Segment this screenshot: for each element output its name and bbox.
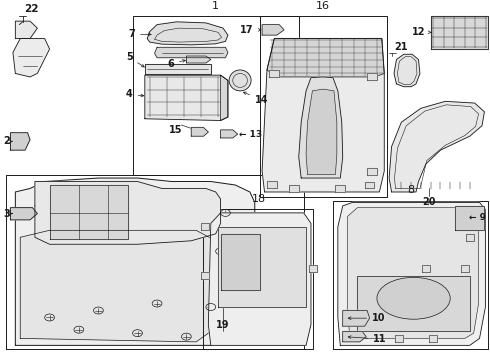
Polygon shape — [20, 230, 218, 342]
Text: 22: 22 — [24, 4, 38, 14]
Polygon shape — [267, 181, 277, 188]
Polygon shape — [220, 75, 228, 121]
Text: 16: 16 — [316, 1, 330, 11]
Polygon shape — [299, 77, 343, 178]
Polygon shape — [343, 332, 366, 342]
Text: ← 9: ← 9 — [469, 212, 487, 221]
Polygon shape — [220, 234, 260, 289]
Text: 17: 17 — [240, 25, 261, 35]
Polygon shape — [262, 39, 384, 192]
Text: 5: 5 — [126, 53, 144, 67]
Polygon shape — [15, 21, 37, 39]
Text: 6: 6 — [168, 59, 185, 69]
Text: ← 13: ← 13 — [239, 130, 262, 139]
Polygon shape — [289, 185, 299, 192]
Polygon shape — [389, 101, 485, 192]
Text: 11: 11 — [348, 334, 387, 344]
Polygon shape — [262, 24, 284, 35]
Polygon shape — [347, 208, 479, 338]
Polygon shape — [201, 272, 209, 279]
Ellipse shape — [229, 70, 251, 91]
Polygon shape — [267, 39, 384, 77]
Text: 20: 20 — [422, 197, 436, 207]
Polygon shape — [343, 310, 369, 326]
Polygon shape — [270, 70, 279, 77]
Text: 18: 18 — [252, 194, 266, 204]
Polygon shape — [429, 335, 437, 342]
Polygon shape — [367, 167, 377, 175]
Polygon shape — [431, 16, 489, 49]
Polygon shape — [13, 39, 49, 77]
Polygon shape — [422, 265, 430, 272]
Polygon shape — [155, 47, 228, 58]
Text: 14: 14 — [244, 92, 268, 105]
Polygon shape — [145, 75, 228, 121]
Polygon shape — [394, 54, 420, 87]
Polygon shape — [395, 335, 403, 342]
Text: 8: 8 — [408, 185, 415, 195]
Polygon shape — [201, 223, 209, 230]
Polygon shape — [310, 265, 318, 272]
Polygon shape — [306, 89, 337, 175]
Polygon shape — [335, 185, 345, 192]
Ellipse shape — [377, 278, 450, 319]
Text: 10: 10 — [348, 313, 386, 323]
Text: 1: 1 — [212, 1, 219, 11]
Polygon shape — [145, 64, 211, 74]
Polygon shape — [49, 185, 128, 239]
Polygon shape — [147, 22, 228, 45]
Polygon shape — [35, 181, 220, 244]
Polygon shape — [208, 213, 311, 345]
Text: 3: 3 — [3, 208, 13, 219]
Text: 2: 2 — [3, 136, 13, 147]
Polygon shape — [461, 265, 469, 272]
Polygon shape — [10, 133, 30, 150]
Polygon shape — [365, 181, 374, 189]
Polygon shape — [10, 208, 37, 220]
Polygon shape — [15, 178, 255, 345]
Polygon shape — [466, 234, 474, 241]
Polygon shape — [367, 73, 377, 80]
Text: 7: 7 — [128, 30, 151, 39]
Text: 19: 19 — [216, 320, 230, 330]
Polygon shape — [357, 276, 470, 332]
Polygon shape — [218, 227, 306, 307]
Polygon shape — [191, 127, 208, 136]
Text: 4: 4 — [126, 89, 144, 99]
Text: 21: 21 — [394, 42, 408, 52]
Polygon shape — [220, 130, 238, 138]
Polygon shape — [455, 206, 485, 230]
Text: 12: 12 — [412, 27, 431, 37]
Polygon shape — [186, 56, 211, 63]
Polygon shape — [338, 202, 486, 345]
Text: 15: 15 — [169, 125, 182, 135]
